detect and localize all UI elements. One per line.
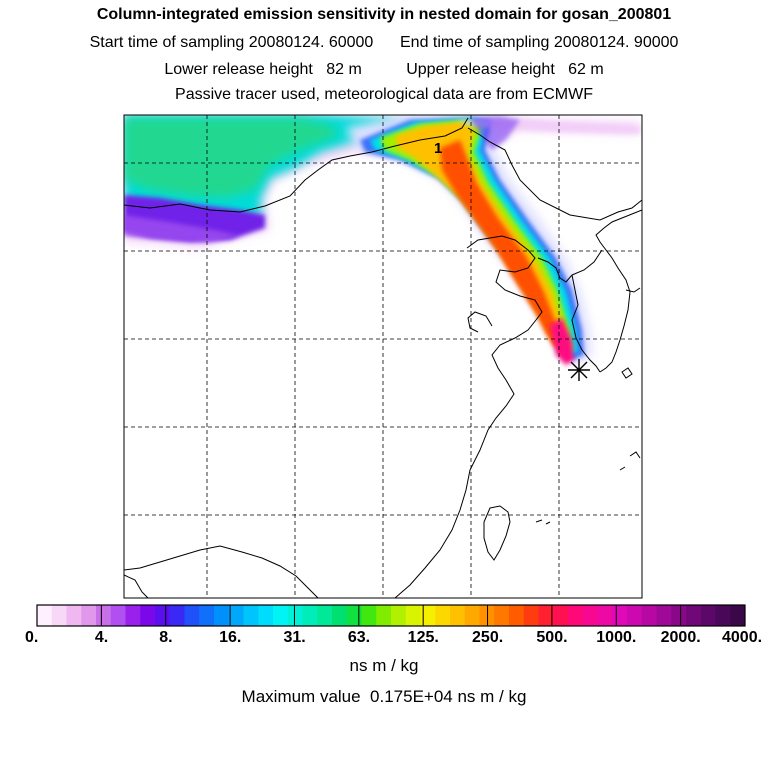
colorbar-cell [346, 605, 362, 626]
colorbar-cell [243, 605, 259, 626]
colorbar-tick-label: 125. [407, 629, 439, 646]
colorbar-tick-label: 8. [159, 629, 173, 646]
colorbar-cell [435, 605, 451, 626]
sampling-time-line: Start time of sampling 20080124. 60000 E… [89, 34, 679, 51]
island-ryukyu-south [619, 466, 626, 471]
colorbar-cell [214, 605, 230, 626]
colorbar-cell [81, 605, 97, 626]
colorbar-cell [273, 605, 289, 626]
colorbar-tick-label: 500. [536, 629, 568, 646]
colorbar-cell [730, 605, 746, 626]
field-purple-edge [124, 215, 240, 242]
colorbar-cell [125, 605, 141, 626]
coast-bohai [466, 235, 543, 321]
colorbar-cell [450, 605, 466, 626]
tracer-info-line: Passive tracer used, meteorological data… [175, 86, 593, 103]
coastline-layer [124, 117, 642, 598]
island-tsushima [621, 367, 633, 379]
colorbar-cell [302, 605, 318, 626]
colorbar-cell [199, 605, 215, 626]
border-mongolia-china [124, 117, 469, 213]
plot-title: Column-integrated emission sensitivity i… [96, 6, 672, 23]
plume-core-magenta [550, 318, 574, 365]
island-taiwan [483, 505, 511, 561]
colorbar-tick-label: 1000. [596, 629, 637, 646]
colorbar-cell [538, 605, 554, 626]
coast-liaodong [537, 257, 573, 283]
colorbar-cell [110, 605, 126, 626]
coast-shandong [467, 311, 493, 333]
field-northeast-patch [470, 116, 520, 150]
colorbar [37, 605, 746, 626]
max-value-label: Maximum value 0.175E+04 ns m / kg [241, 687, 527, 706]
colorbar-cell [494, 605, 510, 626]
colorbar-separators [100, 605, 682, 626]
border-china-russia [467, 127, 642, 221]
coast-korea-west [571, 274, 601, 373]
island-ryukyu-north [629, 451, 641, 459]
border-southwest [124, 545, 319, 598]
colorbar-cell [37, 605, 53, 626]
coast-korea-east [595, 209, 642, 373]
colorbar-cell [140, 605, 156, 626]
unit-label: ns m / kg [349, 656, 419, 675]
colorbar-cell [405, 605, 421, 626]
coast-east-china [394, 319, 537, 598]
colorbar-cell [184, 605, 200, 626]
colorbar-tick-label: 250. [472, 629, 504, 646]
colorbar-cell [641, 605, 657, 626]
coast-japan-fragment [625, 287, 641, 293]
colorbar-cell [553, 605, 569, 626]
colorbar-tick-label: 63. [347, 629, 371, 646]
colorbar-cell [391, 605, 407, 626]
colorbar-cell [287, 605, 303, 626]
colorbar-cell [376, 605, 392, 626]
colorbar-cell [627, 605, 643, 626]
colorbar-cell [258, 605, 274, 626]
colorbar-tick-label: 4000. [722, 629, 763, 646]
release-height-line: Lower release height 82 m Upper release … [164, 61, 604, 78]
border-southwest-minor [124, 574, 149, 598]
colorbar-cell [169, 605, 185, 626]
colorbar-cell [228, 605, 244, 626]
colorbar-cell [700, 605, 716, 626]
colorbar-cell [155, 605, 171, 626]
map-frame [123, 114, 643, 599]
plume-core-red [440, 140, 560, 346]
colorbar-cell [51, 605, 67, 626]
colorbar-tick-label: 2000. [660, 629, 701, 646]
islets-east [535, 519, 551, 525]
colorbar-cell [464, 605, 480, 626]
colorbar-cell [317, 605, 333, 626]
colorbar-frame [36, 604, 746, 627]
gridlines [124, 115, 642, 598]
colorbar-cell [361, 605, 377, 626]
colorbar-cell [715, 605, 731, 626]
sensitivity-field [124, 115, 640, 365]
colorbar-cell [66, 605, 82, 626]
colorbar-tick-label: 4. [94, 629, 109, 646]
colorbar-cell [509, 605, 525, 626]
colorbar-cell [671, 605, 687, 626]
colorbar-cell [479, 605, 495, 626]
colorbar-cell [568, 605, 584, 626]
colorbar-cell [96, 605, 112, 626]
star-marker [568, 359, 590, 381]
colorbar-tick-label: 16. [219, 629, 242, 646]
colorbar-tick-label: 0. [25, 629, 39, 646]
border-north-korea [571, 249, 603, 276]
colorbar-cell [420, 605, 436, 626]
field-green-region [124, 118, 340, 198]
contour-label: 1 [434, 140, 443, 157]
colorbar-cell [332, 605, 348, 626]
colorbar-cell [582, 605, 598, 626]
colorbar-cell [612, 605, 628, 626]
colorbar-cell [656, 605, 672, 626]
colorbar-cell [523, 605, 539, 626]
colorbar-tick-label: 31. [283, 629, 306, 646]
colorbar-cell [597, 605, 613, 626]
colorbar-cell [686, 605, 702, 626]
